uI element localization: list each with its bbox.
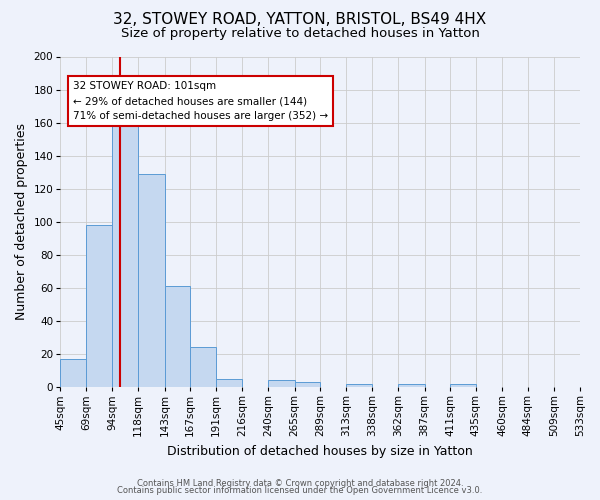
Bar [216,379,242,387]
Bar [164,286,190,387]
Bar [112,126,138,387]
Text: 32, STOWEY ROAD, YATTON, BRISTOL, BS49 4HX: 32, STOWEY ROAD, YATTON, BRISTOL, BS49 4… [113,12,487,28]
Bar [86,225,112,387]
Bar [398,384,425,387]
Bar [450,384,476,387]
Bar [295,382,320,387]
Y-axis label: Number of detached properties: Number of detached properties [15,124,28,320]
Text: Size of property relative to detached houses in Yatton: Size of property relative to detached ho… [121,28,479,40]
Text: Contains HM Land Registry data © Crown copyright and database right 2024.: Contains HM Land Registry data © Crown c… [137,478,463,488]
Bar [190,348,216,387]
Bar [268,380,295,387]
Text: Contains public sector information licensed under the Open Government Licence v3: Contains public sector information licen… [118,486,482,495]
Bar [60,359,86,387]
Bar [346,384,373,387]
Text: 32 STOWEY ROAD: 101sqm
← 29% of detached houses are smaller (144)
71% of semi-de: 32 STOWEY ROAD: 101sqm ← 29% of detached… [73,82,328,121]
Bar [138,174,164,387]
X-axis label: Distribution of detached houses by size in Yatton: Distribution of detached houses by size … [167,444,473,458]
